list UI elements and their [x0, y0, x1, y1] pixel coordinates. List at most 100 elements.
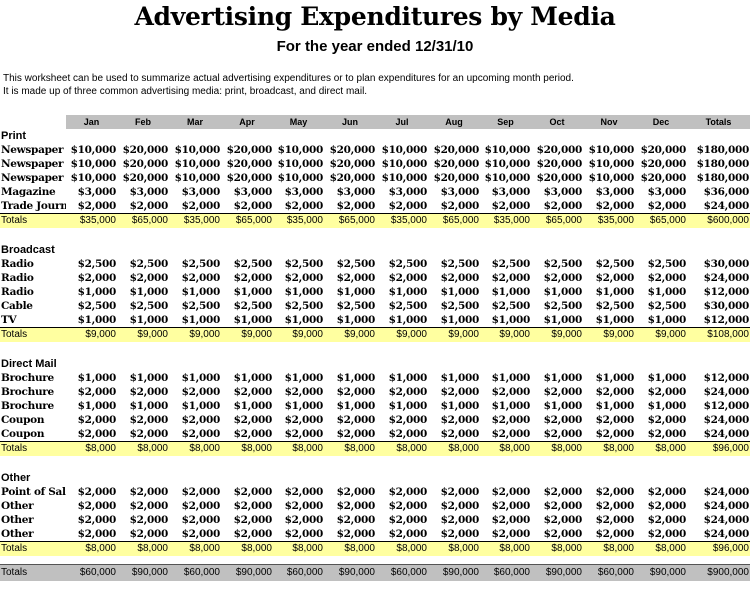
value-cell: $2,500 [440, 258, 480, 270]
value-cell: $1,000 [77, 372, 117, 384]
grand-totals-cell: $60,000 [273, 564, 324, 581]
value-cell: $1,000 [543, 372, 583, 384]
value-cell: $1,000 [284, 372, 324, 384]
value-cell: $20,000 [329, 158, 376, 170]
value-cell: $2,000 [284, 428, 324, 440]
value-cell: $1,000 [129, 372, 169, 384]
value-cell: $180,000 [696, 144, 750, 156]
row-label: Newspaper [1, 158, 64, 170]
value-cell: $20,000 [226, 172, 273, 184]
table-row: Radio $2,500 $2,500 $2,500 $2,500 $2,500 $2,50… [0, 257, 750, 271]
value-cell: $2,500 [440, 300, 480, 312]
totals-cell: $8,000 [583, 441, 635, 456]
value-cell: $3,000 [336, 186, 376, 198]
value-cell: $1,000 [129, 400, 169, 412]
grand-totals-cell: $60,000 [480, 564, 531, 581]
row-label: Other [1, 500, 34, 512]
totals-cell: $35,000 [583, 213, 635, 228]
value-cell: $10,000 [174, 158, 221, 170]
page-title: Advertising Expenditures by Media [134, 2, 616, 31]
value-cell: $2,000 [440, 486, 480, 498]
value-cell: $1,000 [284, 314, 324, 326]
value-cell: $2,000 [595, 200, 635, 212]
value-cell: $1,000 [233, 400, 273, 412]
value-cell: $10,000 [484, 158, 531, 170]
value-cell: $2,000 [595, 486, 635, 498]
value-cell: $2,000 [543, 528, 583, 540]
totals-cell: $35,000 [169, 213, 221, 228]
table-row: TV $1,000 $1,000 $1,000 $1,000 $1,000 $1,000 $1… [0, 313, 750, 328]
value-cell: $2,000 [233, 500, 273, 512]
column-header-cell: Jun [324, 115, 376, 129]
spacer-row [0, 556, 750, 565]
value-cell: $2,500 [77, 258, 117, 270]
totals-cell: $9,000 [273, 327, 324, 342]
value-cell: $30,000 [703, 258, 750, 270]
spacer-cell [0, 342, 750, 357]
value-cell: $2,000 [440, 386, 480, 398]
value-cell: $1,000 [388, 314, 428, 326]
value-cell: $2,000 [543, 386, 583, 398]
value-cell: $10,000 [381, 158, 428, 170]
value-cell: $10,000 [484, 172, 531, 184]
value-cell: $1,000 [284, 400, 324, 412]
value-cell: $2,000 [647, 386, 687, 398]
column-header-cell: Sep [480, 115, 531, 129]
grand-totals-cell: $90,000 [324, 564, 376, 581]
value-cell: $2,000 [233, 200, 273, 212]
value-cell: $1,000 [181, 372, 221, 384]
column-header-cell: Mar [169, 115, 221, 129]
value-cell: $2,000 [595, 428, 635, 440]
section-totals-row: Totals $8,000 $8,000 $8,000 $8,000 $8,000 $8,0… [0, 541, 750, 556]
description-line: It is made up of three common advertisin… [3, 86, 368, 97]
value-cell: $2,000 [181, 500, 221, 512]
value-cell: $2,000 [77, 486, 117, 498]
value-cell: $2,000 [336, 500, 376, 512]
value-cell: $24,000 [703, 528, 750, 540]
totals-cell: $8,000 [117, 541, 169, 556]
value-cell: $2,000 [491, 414, 531, 426]
value-cell: $1,000 [543, 314, 583, 326]
table-row: Point of Sale $2,000 $2,000 $2,000 $2,000 $2,… [0, 485, 750, 499]
table-row: Magazine $3,000 $3,000 $3,000 $3,000 $3,000 $3… [0, 185, 750, 199]
value-cell: $1,000 [388, 286, 428, 298]
section-totals-row: Totals $8,000 $8,000 $8,000 $8,000 $8,000 $8,0… [0, 441, 750, 456]
totals-cell: $35,000 [66, 213, 117, 228]
value-cell: $2,000 [233, 386, 273, 398]
value-cell: $2,500 [543, 300, 583, 312]
section-title: Other [1, 472, 31, 484]
value-cell: $10,000 [381, 144, 428, 156]
column-header-cell: Feb [117, 115, 169, 129]
value-cell: $2,000 [233, 514, 273, 526]
value-cell: $20,000 [122, 144, 169, 156]
value-cell: $30,000 [703, 300, 750, 312]
value-cell: $24,000 [703, 386, 750, 398]
value-cell: $2,000 [647, 414, 687, 426]
row-label: Radio [1, 272, 34, 284]
totals-cell: $9,000 [117, 327, 169, 342]
value-cell: $10,000 [174, 172, 221, 184]
totals-cell: $8,000 [376, 441, 428, 456]
row-label: Cable [1, 300, 33, 312]
value-cell: $10,000 [70, 172, 117, 184]
value-cell: $1,000 [491, 372, 531, 384]
value-cell: $2,500 [77, 300, 117, 312]
totals-label: Totals [0, 213, 66, 228]
grand-totals-cell: $60,000 [66, 564, 117, 581]
value-cell: $180,000 [696, 158, 750, 170]
row-label: Other [1, 528, 34, 540]
grand-totals-label: Totals [0, 564, 66, 581]
value-cell: $1,000 [491, 400, 531, 412]
value-cell: $20,000 [640, 172, 687, 184]
totals-cell: $8,000 [635, 441, 687, 456]
column-header-cell: Jul [376, 115, 428, 129]
value-cell: $2,000 [543, 500, 583, 512]
row-label: Coupon [1, 414, 45, 426]
value-cell: $2,000 [336, 486, 376, 498]
value-cell: $10,000 [70, 158, 117, 170]
value-cell: $2,000 [284, 386, 324, 398]
table-row: Brochure $2,000 $2,000 $2,000 $2,000 $2,000 $2… [0, 385, 750, 399]
row-label: Brochure [1, 400, 54, 412]
value-cell: $2,000 [647, 272, 687, 284]
value-cell: $3,000 [77, 186, 117, 198]
